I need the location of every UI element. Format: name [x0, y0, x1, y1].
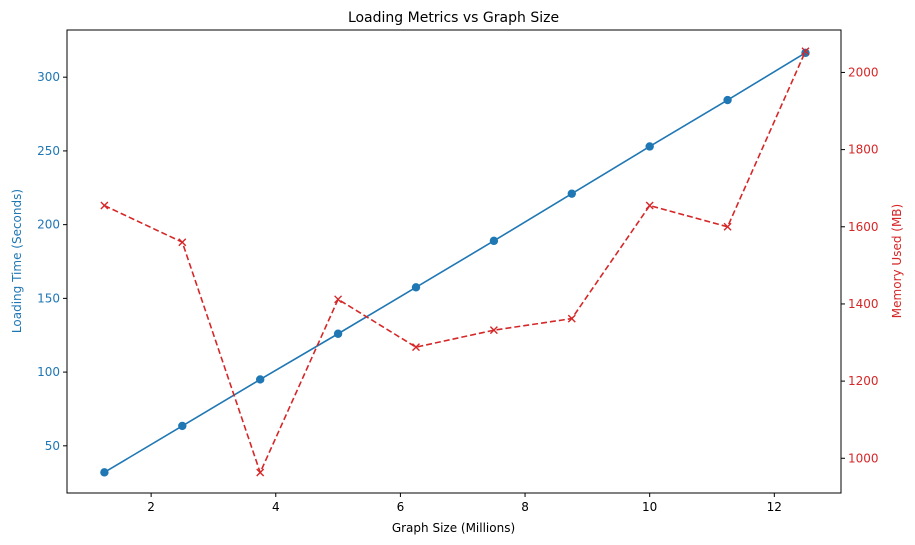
data-point-loading-time-2: [255, 375, 265, 384]
data-point-loading-time-7: [645, 142, 654, 151]
data-point-loading-time-9: [801, 48, 810, 58]
x-tick-label-10: 10: [642, 500, 657, 514]
y-left-tick-label-150: 150: [37, 291, 60, 305]
y-left-tick-label-50: 50: [45, 439, 60, 453]
data-point-memory-8: [723, 222, 732, 231]
data-point-memory-9: [801, 47, 810, 56]
data-point-memory-0: [100, 201, 109, 210]
data-point-loading-time-8: [723, 95, 732, 105]
y-axis-right-label: Memory Used (MB): [890, 204, 904, 318]
data-point-loading-time-4: [411, 283, 421, 292]
data-point-memory-3: [334, 295, 343, 304]
data-point-memory-7: [645, 201, 654, 210]
series-line-memory: [104, 50, 807, 474]
y-left-tick-label-300: 300: [37, 70, 60, 84]
y-right-tick-label-2000: 2000: [848, 65, 879, 79]
x-axis-label: Graph Size (Millions): [392, 521, 515, 535]
y-right-tick-label-1800: 1800: [848, 143, 879, 157]
x-tick-label-6: 6: [397, 500, 405, 514]
x-tick-label-2: 2: [147, 500, 155, 514]
y-right-tick-label-1600: 1600: [848, 220, 879, 234]
axes-frame: [66, 29, 842, 494]
x-tick-label-4: 4: [272, 500, 280, 514]
data-point-memory-5: [489, 326, 498, 335]
axes: 2 4 6 8 10 12 50 100 150 200 250 300 1000 1200 1400 160…: [37, 29, 879, 514]
data-point-loading-time-6: [567, 189, 576, 198]
data-point-memory-2: [256, 468, 265, 477]
chart-title: Loading Metrics vs Graph Size: [348, 10, 559, 26]
data-point-loading-time-3: [333, 329, 343, 338]
y-left-tick-label-250: 250: [37, 144, 60, 158]
data-point-loading-time-0: [100, 468, 109, 477]
series-line-loading-time: [103, 52, 806, 474]
data-point-loading-time-5: [489, 236, 499, 246]
data-point-loading-time-1: [178, 421, 187, 431]
x-tick-label-8: 8: [521, 500, 529, 514]
y-right-tick-label-1000: 1000: [848, 451, 879, 465]
data-point-memory-4: [411, 343, 420, 352]
y-axis-left-label: Loading Time (Seconds): [10, 189, 24, 333]
y-left-tick-label-100: 100: [37, 365, 60, 379]
plot-area: [100, 47, 810, 477]
x-tick-label-12: 12: [767, 500, 782, 514]
y-right-tick-label-1400: 1400: [848, 297, 879, 311]
data-point-memory-1: [178, 238, 187, 247]
data-point-memory-6: [567, 314, 576, 323]
y-left-tick-label-200: 200: [37, 218, 60, 232]
y-right-tick-label-1200: 1200: [848, 374, 879, 388]
